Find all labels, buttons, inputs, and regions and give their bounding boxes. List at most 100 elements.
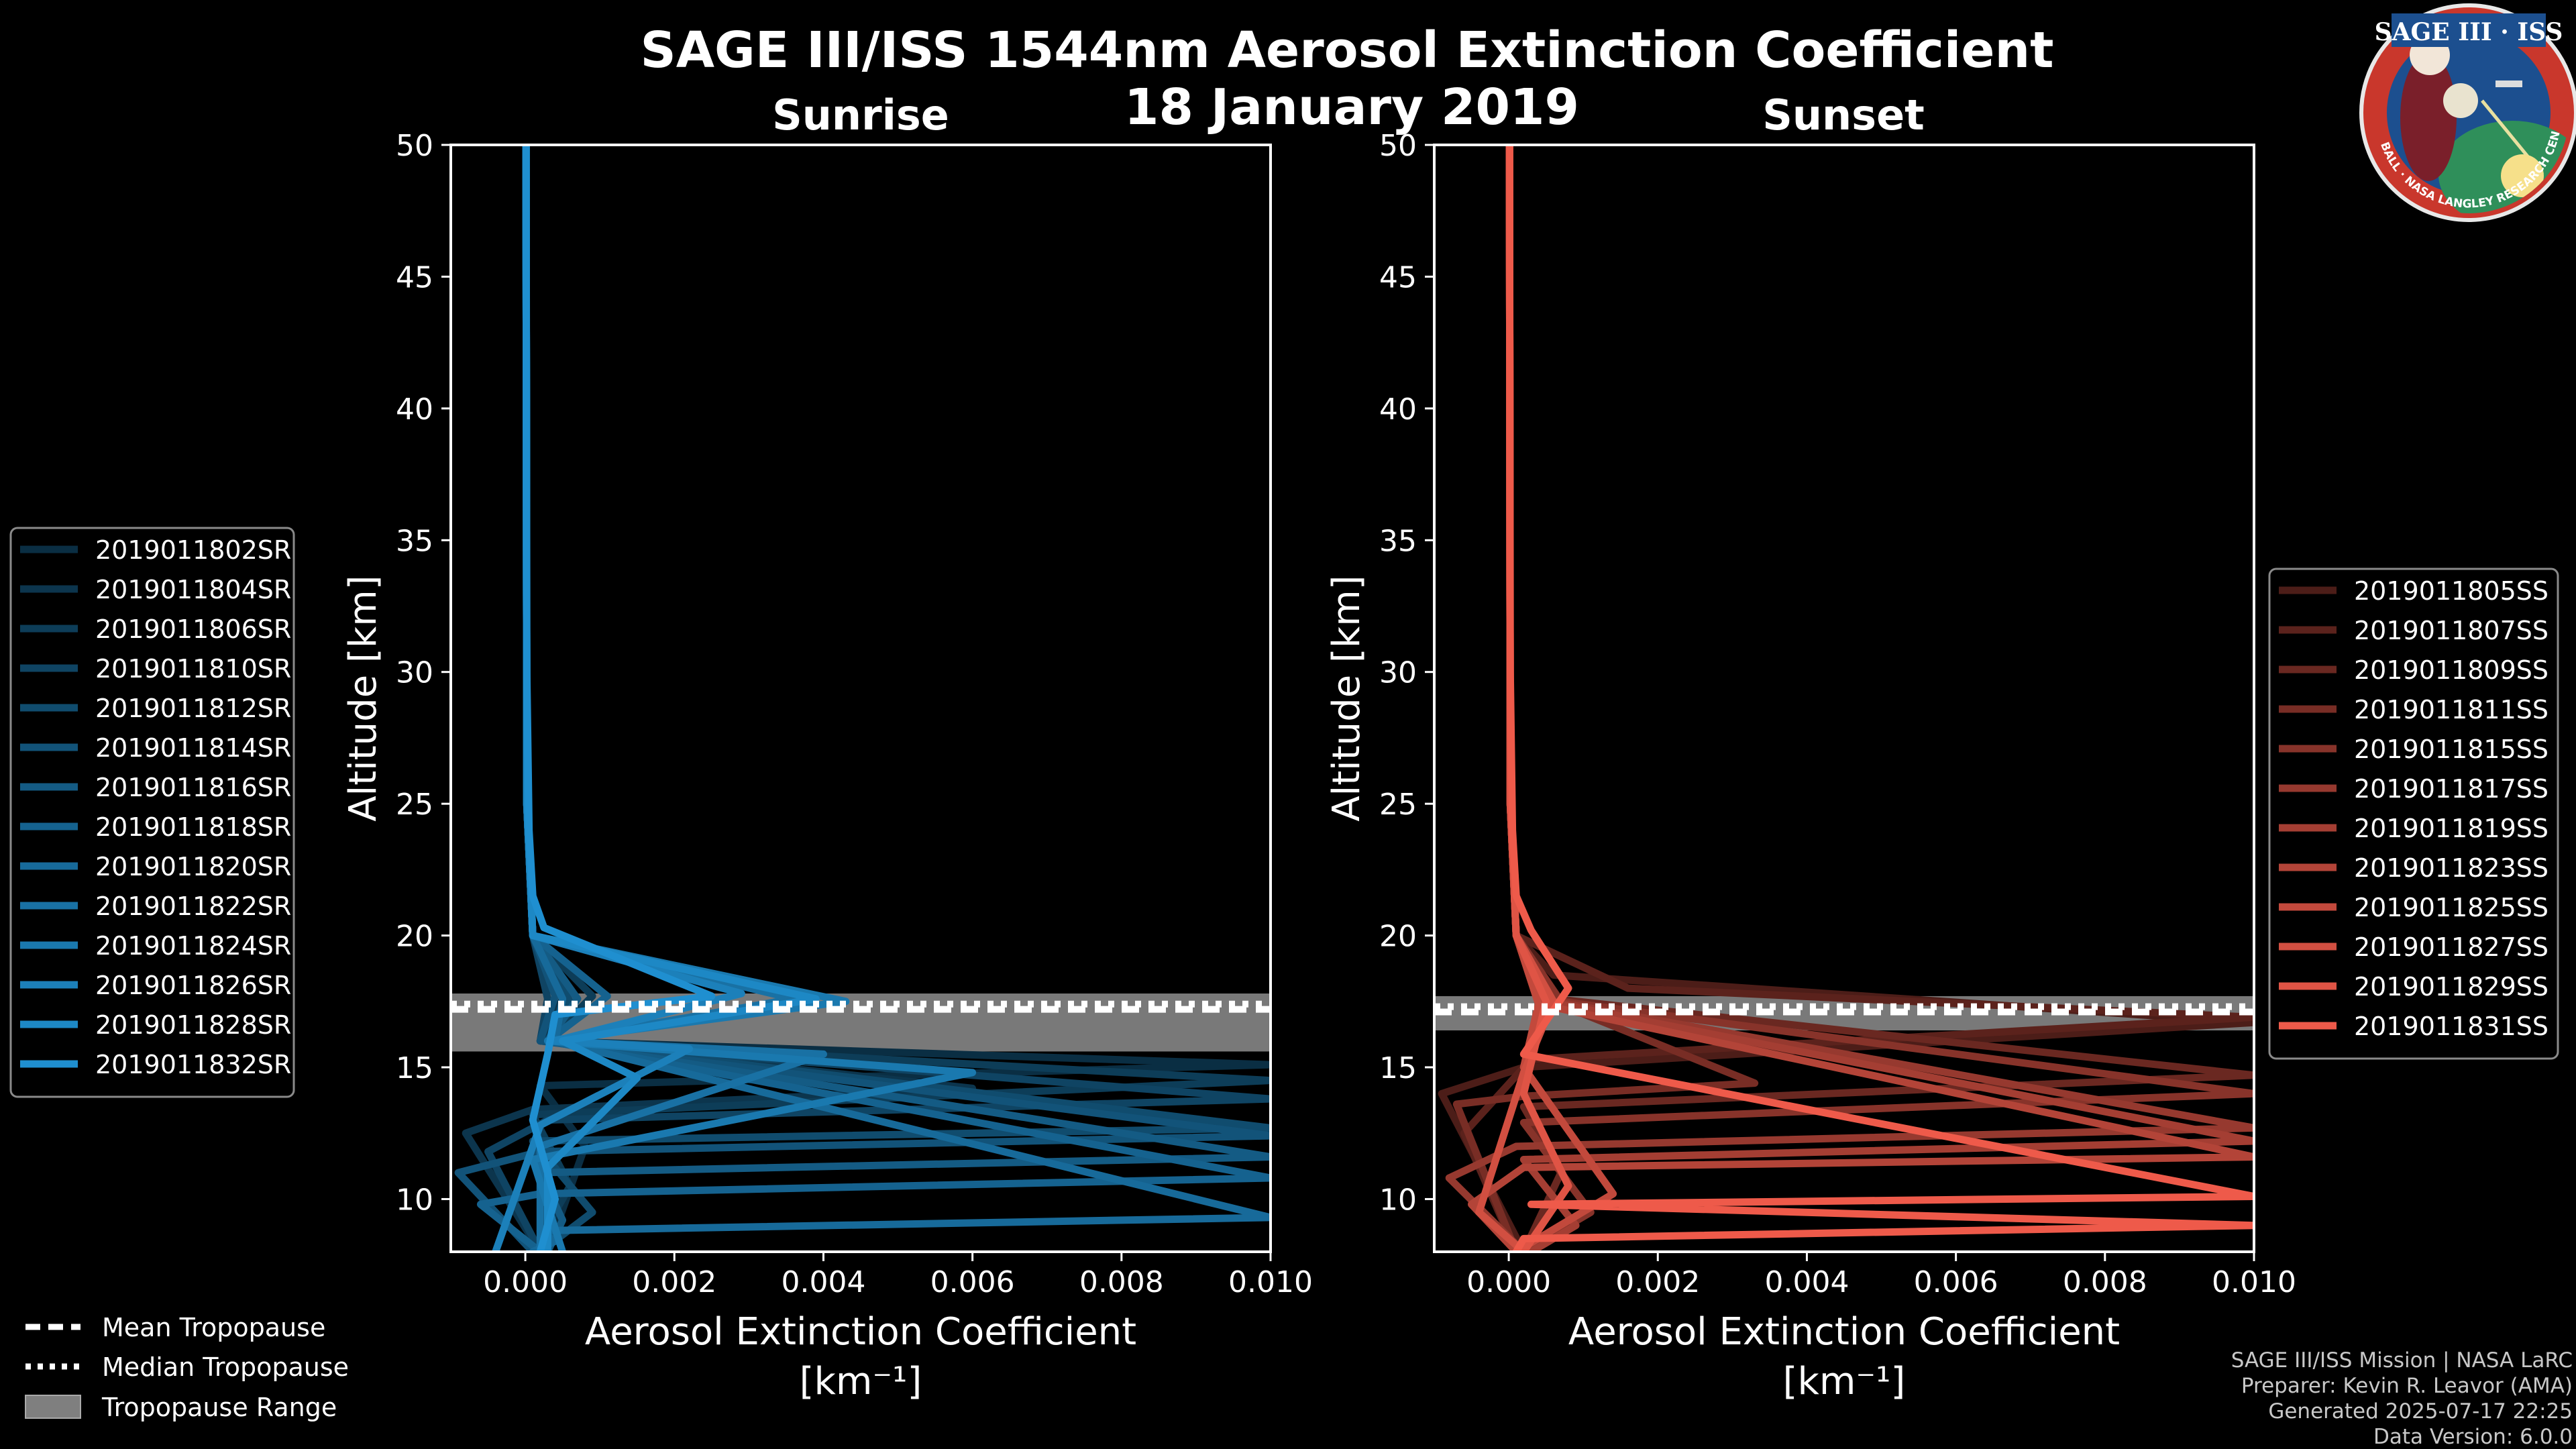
y-tick-label: 15: [1379, 1051, 1417, 1085]
y-tick-label: 40: [396, 392, 433, 427]
sunrise-legend: 2019011802SR 2019011804SR 2019011806SR 2019…: [9, 527, 295, 1098]
sunset-series-lines: [1438, 145, 2254, 1252]
legend-label-2019011826SR: 2019011826SR: [95, 971, 291, 1000]
x-tick-label: 0.004: [1764, 1265, 1849, 1299]
series-line-2019011811SS: [1452, 145, 1759, 1252]
median-tropopause-label: Median Tropopause: [102, 1352, 349, 1382]
x-tick-label: 0.002: [632, 1265, 716, 1299]
legend-label-2019011810SR: 2019011810SR: [95, 654, 291, 684]
legend-label-2019011832SR: 2019011832SR: [95, 1050, 291, 1079]
credits: SAGE III/ISS Mission | NASA LaRC Prepare…: [2231, 1348, 2573, 1449]
y-tick-label: 10: [396, 1183, 433, 1217]
legend-label-2019011823SS: 2019011823SS: [2354, 853, 2548, 883]
sunset-x-axis-label: Aerosol Extinction Coefficient: [1568, 1310, 2120, 1354]
y-tick-label: 15: [396, 1051, 433, 1085]
legend-label-2019011809SS: 2019011809SS: [2354, 655, 2548, 685]
legend-label-2019011825SS: 2019011825SS: [2354, 893, 2548, 922]
series-line-2019011827SS: [1475, 145, 1558, 1252]
sunset-y-axis-label: Altitude [km]: [1325, 575, 1368, 821]
x-tick-label: 0.008: [2063, 1265, 2147, 1299]
sunrise-legend-box: [9, 527, 295, 1098]
y-tick-label: 20: [396, 920, 433, 954]
credit-mission: SAGE III/ISS Mission | NASA LaRC: [2231, 1348, 2573, 1373]
legend-label-2019011811SS: 2019011811SS: [2354, 695, 2548, 724]
figure-title: SAGE III/ISS 1544nm Aerosol Extinction C…: [640, 21, 2053, 79]
sunrise-series-lines: [454, 145, 1271, 1252]
y-tick-label: 25: [396, 788, 433, 822]
sunset-panel: Sunset 0.000 0.002 0.004 0.006 0.008 0.010 10 15…: [1325, 91, 2296, 1403]
sunset-legend: 2019011805SS 2019011807SS 2019011809SS 2019…: [2268, 568, 2559, 1060]
series-line-2019011817SS: [1445, 145, 2254, 1252]
credit-preparer: Preparer: Kevin R. Leavor (AMA): [2241, 1374, 2573, 1398]
x-tick-label: 0.006: [930, 1265, 1015, 1299]
x-tick-label: 0.000: [1466, 1265, 1551, 1299]
legend-label-2019011817SS: 2019011817SS: [2354, 774, 2548, 804]
x-tick-label: 0.004: [781, 1265, 865, 1299]
legend-label-2019011827SS: 2019011827SS: [2354, 932, 2548, 962]
series-line-2019011805SS: [1438, 145, 2254, 1252]
figure-date: 18 January 2019: [1124, 78, 1579, 136]
sunset-panel-title: Sunset: [1762, 91, 1925, 140]
series-line-2019011809SS: [1505, 145, 2254, 1252]
sunrise-panel: Sunrise 0.000 0.002 0.004 0.006 0.008 0.010 10 1…: [341, 91, 1313, 1403]
series-line-2019011815SS: [1505, 145, 2254, 1252]
y-tick-label: 45: [396, 260, 433, 294]
sunset-legend-box: [2268, 568, 2559, 1060]
sunrise-x-axis-unit: [km⁻¹]: [800, 1360, 922, 1403]
legend-label-2019011812SR: 2019011812SR: [95, 694, 291, 723]
credit-generated: Generated 2025-07-17 22:25: [2268, 1399, 2573, 1424]
legend-label-2019011807SS: 2019011807SS: [2354, 616, 2548, 645]
y-tick-label: 45: [1379, 260, 1417, 294]
legend-label-2019011828SR: 2019011828SR: [95, 1010, 291, 1040]
sunrise-x-axis-label: Aerosol Extinction Coefficient: [585, 1310, 1136, 1354]
tropopause-range-swatch: [25, 1395, 81, 1419]
y-tick-label: 20: [1379, 920, 1417, 954]
legend-label-2019011802SR: 2019011802SR: [95, 535, 291, 565]
legend-label-2019011820SR: 2019011820SR: [95, 852, 291, 881]
legend-label-2019011829SS: 2019011829SS: [2354, 972, 2548, 1002]
sunrise-axes-frame: [449, 144, 1272, 1253]
logo-title: SAGE III · ISS: [2375, 18, 2563, 46]
y-tick-label: 40: [1379, 392, 1417, 427]
legend-label-2019011831SS: 2019011831SS: [2354, 1012, 2548, 1041]
legend-label-2019011819SS: 2019011819SS: [2354, 814, 2548, 843]
legend-label-2019011814SR: 2019011814SR: [95, 733, 291, 763]
x-tick-label: 0.006: [1914, 1265, 1998, 1299]
sunset-axes-frame: [1433, 144, 2255, 1253]
sunrise-panel-title: Sunrise: [772, 91, 949, 140]
y-tick-label: 25: [1379, 788, 1417, 822]
legend-label-2019011805SS: 2019011805SS: [2354, 576, 2548, 606]
x-tick-label: 0.002: [1615, 1265, 1700, 1299]
x-tick-label: 0.010: [1228, 1265, 1313, 1299]
x-tick-label: 0.008: [1079, 1265, 1164, 1299]
legend-label-2019011806SR: 2019011806SR: [95, 614, 291, 644]
y-tick-label: 50: [1379, 129, 1417, 163]
credit-data-version: Data Version: 6.0.0: [2373, 1425, 2573, 1449]
y-tick-label: 35: [396, 524, 433, 558]
sunrise-y-axis-label: Altitude [km]: [341, 575, 385, 821]
y-tick-label: 30: [396, 656, 433, 690]
series-line-2019011823SS: [1468, 145, 2254, 1252]
series-line-2019011819SS: [1505, 145, 2254, 1252]
tropopause-legend: Mean Tropopause Median Tropopause Tropop…: [25, 1313, 349, 1422]
legend-label-2019011824SR: 2019011824SR: [95, 931, 291, 961]
x-tick-label: 0.000: [483, 1265, 568, 1299]
mean-tropopause-label: Mean Tropopause: [102, 1313, 325, 1342]
x-tick-label: 0.010: [2212, 1265, 2296, 1299]
legend-label-2019011822SR: 2019011822SR: [95, 892, 291, 921]
tropopause-range-label: Tropopause Range: [101, 1393, 337, 1422]
y-tick-label: 30: [1379, 656, 1417, 690]
y-tick-label: 35: [1379, 524, 1417, 558]
series-line-2019011826SR: [492, 145, 745, 1252]
legend-label-2019011815SS: 2019011815SS: [2354, 735, 2548, 764]
series-line-2019011807SS: [1460, 145, 2254, 1252]
series-line-2019011831SS: [1505, 145, 2254, 1252]
legend-label-2019011816SR: 2019011816SR: [95, 773, 291, 802]
series-line-2019011832SR: [522, 145, 716, 1252]
y-tick-label: 10: [1379, 1183, 1417, 1217]
sunset-x-axis-unit: [km⁻¹]: [1783, 1360, 1906, 1403]
legend-label-2019011804SR: 2019011804SR: [95, 575, 291, 604]
y-tick-label: 50: [396, 129, 433, 163]
legend-label-2019011818SR: 2019011818SR: [95, 812, 291, 842]
